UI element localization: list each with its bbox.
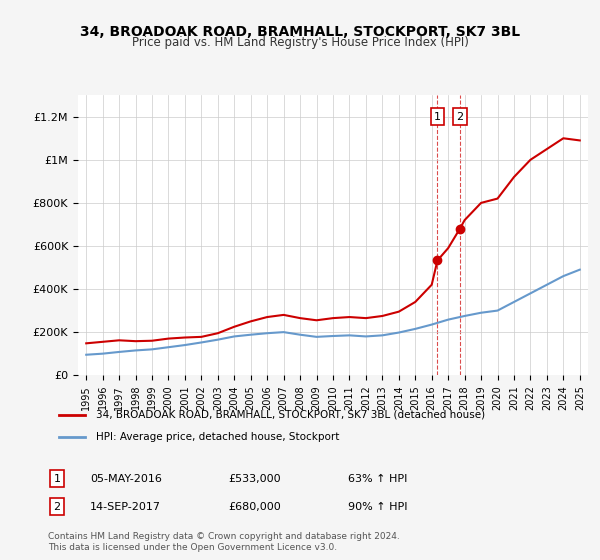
Text: 63% ↑ HPI: 63% ↑ HPI (348, 474, 407, 484)
Text: 34, BROADOAK ROAD, BRAMHALL, STOCKPORT, SK7 3BL (detached house): 34, BROADOAK ROAD, BRAMHALL, STOCKPORT, … (95, 409, 485, 419)
Text: HPI: Average price, detached house, Stockport: HPI: Average price, detached house, Stoc… (95, 432, 339, 442)
Text: 90% ↑ HPI: 90% ↑ HPI (348, 502, 407, 512)
Text: £680,000: £680,000 (228, 502, 281, 512)
Text: 1: 1 (53, 474, 61, 484)
Text: 14-SEP-2017: 14-SEP-2017 (90, 502, 161, 512)
Text: £533,000: £533,000 (228, 474, 281, 484)
Text: 2: 2 (53, 502, 61, 512)
Text: Price paid vs. HM Land Registry's House Price Index (HPI): Price paid vs. HM Land Registry's House … (131, 36, 469, 49)
Text: 34, BROADOAK ROAD, BRAMHALL, STOCKPORT, SK7 3BL: 34, BROADOAK ROAD, BRAMHALL, STOCKPORT, … (80, 25, 520, 39)
Text: 05-MAY-2016: 05-MAY-2016 (90, 474, 162, 484)
Text: 2: 2 (456, 112, 463, 122)
Text: 1: 1 (434, 112, 441, 122)
Text: Contains HM Land Registry data © Crown copyright and database right 2024.
This d: Contains HM Land Registry data © Crown c… (48, 532, 400, 552)
